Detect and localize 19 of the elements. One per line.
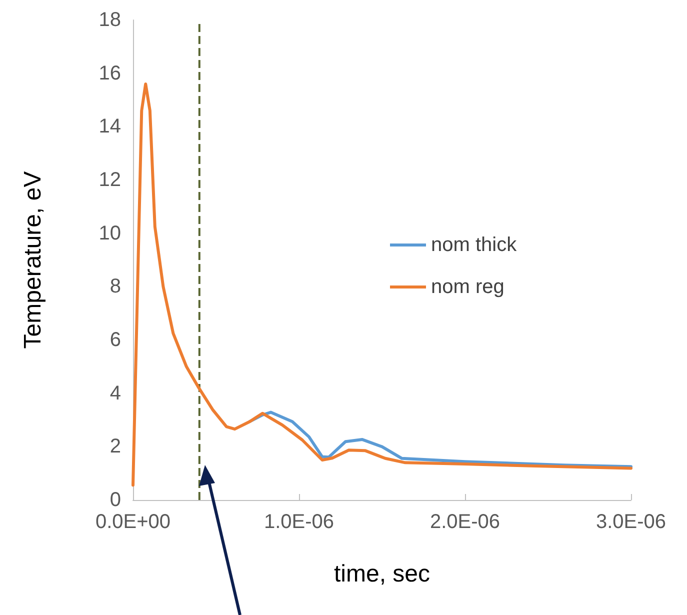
x-tick-label: 2.0E-06	[430, 511, 500, 533]
y-tick-label: 6	[110, 329, 121, 351]
x-tick-label: 1.0E-06	[264, 511, 334, 533]
y-tick-label: 12	[98, 169, 121, 191]
y-tick-label: 0	[110, 489, 121, 511]
legend-label: nom thick	[431, 234, 518, 256]
y-tick-label: 10	[98, 222, 121, 244]
x-axis-title: time, sec	[334, 560, 430, 588]
y-tick-label: 16	[98, 62, 121, 84]
y-tick-label: 8	[110, 276, 121, 298]
legend-label: nom reg	[431, 276, 504, 298]
x-tick-label: 3.0E-06	[596, 511, 666, 533]
y-axis-title: Temperature, eV	[20, 171, 46, 349]
y-tick-label: 18	[98, 9, 121, 31]
y-tick-label: 4	[110, 382, 121, 404]
line-series	[132, 82, 632, 487]
y-tick-label: 2	[110, 436, 121, 458]
x-tick-label: 0.0E+00	[95, 511, 171, 533]
y-tick-label: 14	[98, 116, 121, 138]
